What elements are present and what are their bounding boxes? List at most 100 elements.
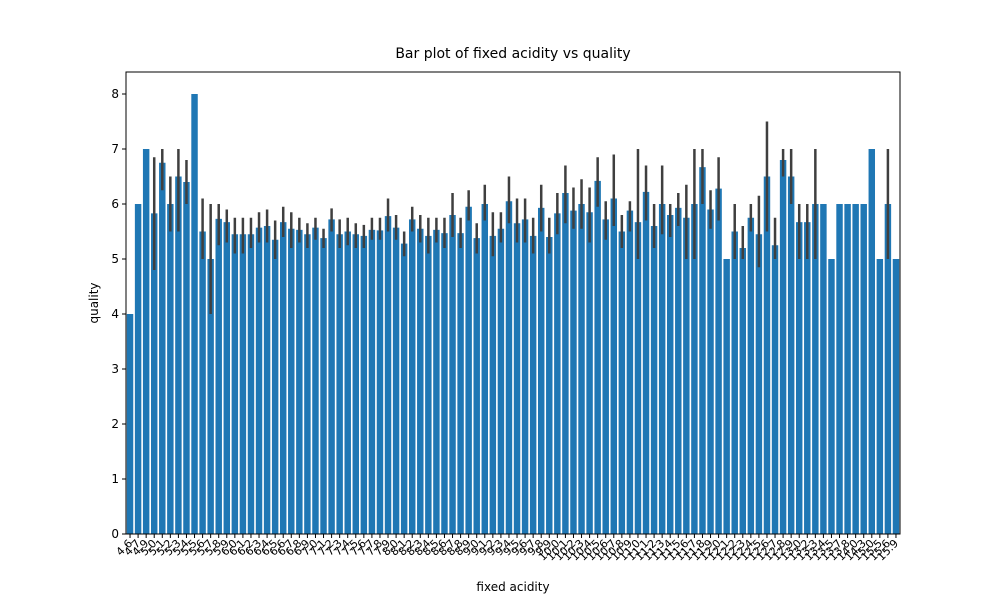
- bar: [658, 204, 666, 534]
- bar: [562, 193, 569, 534]
- bar: [126, 314, 134, 534]
- bar: [860, 204, 867, 534]
- bar: [594, 180, 601, 534]
- bar: [739, 248, 747, 534]
- bar: [360, 235, 368, 534]
- bar: [868, 149, 876, 534]
- bar: [771, 245, 779, 534]
- bar: [610, 198, 618, 534]
- bar: [263, 226, 271, 534]
- y-tick-label: 3: [111, 362, 119, 376]
- y-tick-label: 1: [111, 472, 119, 486]
- bar: [763, 176, 771, 534]
- bar: [312, 227, 319, 534]
- bar: [215, 218, 222, 534]
- y-tick-label: 0: [111, 527, 119, 541]
- bar: [473, 238, 480, 534]
- bar: [239, 234, 247, 534]
- bar: [255, 227, 263, 534]
- bar: [320, 238, 327, 534]
- bar: [691, 204, 698, 534]
- bar: [578, 204, 585, 534]
- bar: [336, 234, 343, 534]
- bar: [747, 217, 755, 534]
- bar: [795, 222, 803, 534]
- bar: [634, 222, 642, 534]
- bar: [666, 215, 674, 534]
- bar: [699, 167, 706, 534]
- bar: [505, 201, 513, 534]
- bar: [183, 182, 190, 534]
- bar: [586, 212, 593, 534]
- bar: [433, 229, 440, 534]
- y-tick-label: 8: [111, 87, 119, 101]
- bar: [537, 207, 545, 534]
- bar: [191, 94, 198, 534]
- bar: [167, 204, 174, 534]
- bar: [642, 191, 650, 534]
- bar: [175, 176, 182, 534]
- bar: [812, 204, 819, 534]
- bar: [675, 207, 682, 534]
- bar: [134, 204, 142, 534]
- bar: [279, 222, 287, 534]
- bar: [352, 234, 360, 534]
- bar: [529, 235, 537, 534]
- bar: [384, 216, 392, 534]
- bar: [787, 176, 795, 534]
- bar: [513, 223, 521, 534]
- bar: [723, 259, 730, 534]
- y-tick-label: 4: [111, 307, 119, 321]
- y-tick-label: 2: [111, 417, 119, 431]
- bar: [400, 243, 408, 534]
- bar: [441, 233, 448, 534]
- bar: [731, 231, 738, 534]
- bar: [368, 229, 376, 534]
- bar: [159, 162, 166, 534]
- bar: [884, 204, 892, 534]
- bar: [304, 234, 311, 534]
- bar: [602, 219, 609, 534]
- bar: [707, 209, 714, 534]
- x-axis-label: fixed acidity: [476, 580, 549, 594]
- bar: [804, 222, 811, 534]
- bar: [546, 237, 553, 534]
- bar: [142, 149, 150, 534]
- y-axis-label: quality: [87, 282, 101, 323]
- bar: [457, 233, 464, 534]
- bar: [828, 259, 835, 534]
- y-tick-label: 5: [111, 252, 119, 266]
- bar: [425, 235, 432, 534]
- bar: [344, 231, 351, 534]
- bar: [207, 259, 214, 534]
- bar: [150, 213, 158, 534]
- bar: [626, 210, 634, 534]
- bar: [650, 226, 658, 534]
- bar: [836, 204, 843, 534]
- bar: [296, 229, 303, 534]
- bar: [417, 228, 424, 534]
- bar: [844, 204, 851, 534]
- y-tick-label: 7: [111, 142, 119, 156]
- chart-title: Bar plot of fixed acidity vs quality: [395, 46, 630, 62]
- bar: [755, 234, 763, 534]
- bar: [554, 213, 561, 534]
- bar: [408, 219, 416, 534]
- bar: [489, 235, 497, 534]
- y-tick-label: 6: [111, 197, 119, 211]
- bar: [288, 228, 295, 534]
- bar: [376, 230, 384, 534]
- bar: [247, 234, 255, 534]
- bar: [481, 204, 489, 534]
- bar: [465, 206, 472, 534]
- bar: [876, 259, 884, 534]
- bar: [449, 215, 456, 534]
- bar: [521, 219, 529, 534]
- bar: [570, 210, 577, 534]
- plot-frame: [125, 71, 901, 535]
- bar: [892, 259, 900, 534]
- bar: [618, 231, 626, 534]
- bar: [223, 222, 231, 534]
- bar: [779, 160, 787, 534]
